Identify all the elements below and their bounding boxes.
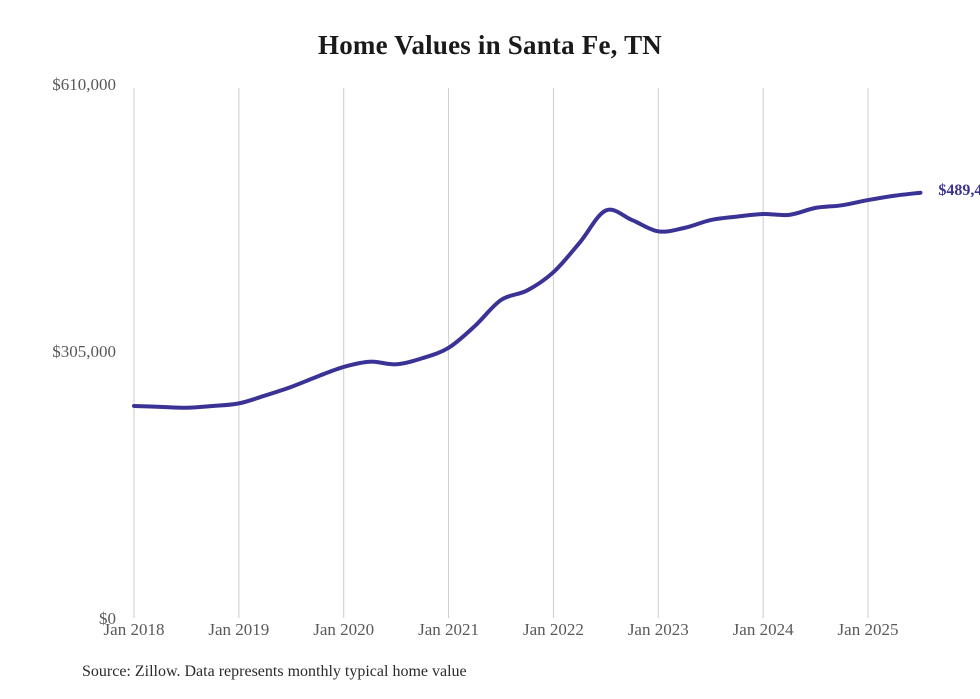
y-axis-tick-mid: $305,000 bbox=[52, 342, 116, 361]
series-line-typical-home-value bbox=[132, 190, 923, 410]
x-axis-tick-label: Jan 2023 bbox=[627, 620, 689, 639]
y-axis-tick-top: $610,000 bbox=[52, 75, 116, 94]
end-value-label: $489,470 bbox=[938, 181, 980, 199]
chart-title: Home Values in Santa Fe, TN bbox=[318, 30, 662, 60]
x-axis-tick-label: Jan 2019 bbox=[208, 620, 270, 639]
source-note: Source: Zillow. Data represents monthly … bbox=[82, 663, 467, 680]
x-axis-tick-label: Jan 2022 bbox=[522, 620, 584, 639]
gridlines bbox=[133, 88, 869, 618]
x-axis-tick-label: Jan 2025 bbox=[837, 620, 899, 639]
x-axis-tick-label: Jan 2021 bbox=[418, 620, 480, 639]
x-axis-tick-label: Jan 2020 bbox=[313, 620, 375, 639]
x-axis-tick-label: Jan 2018 bbox=[103, 620, 165, 639]
y-axis-tick-bottom: $0 bbox=[99, 609, 116, 628]
x-axis-tick-label: Jan 2024 bbox=[732, 620, 794, 639]
